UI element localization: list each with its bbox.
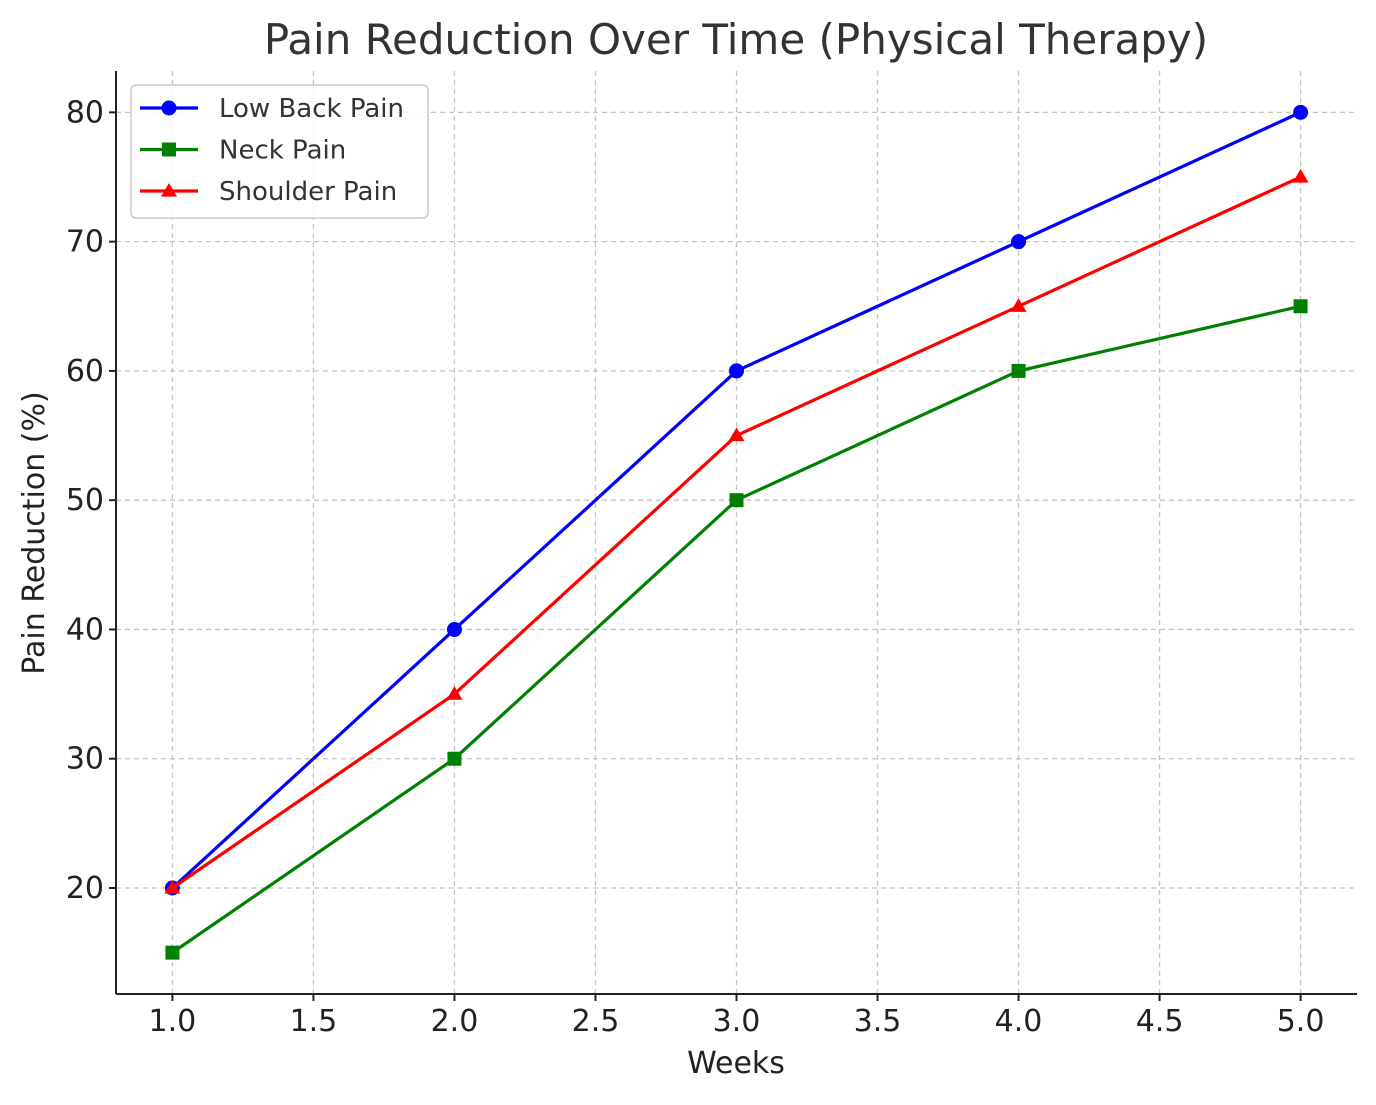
series-1 [165, 299, 1308, 960]
legend-item-2: Shoulder Pain [140, 177, 397, 207]
data-series [164, 104, 1309, 960]
data-point-0-3 [1011, 234, 1027, 250]
x-tick-label-8: 5.0 [1277, 1004, 1325, 1039]
data-point-1-3 [1011, 363, 1026, 378]
data-point-2-1 [446, 686, 463, 700]
y-tick-label-3: 50 [66, 483, 104, 518]
x-tick-label-6: 4.0 [995, 1004, 1043, 1039]
x-tick-label-5: 3.5 [854, 1004, 902, 1039]
data-point-2-2 [728, 427, 745, 442]
tick-labels: 1.0 1.5 2.0 2.5 3.0 3.5 4.0 4.5 5.0 20 30 40 50 60 70 8… [66, 95, 1325, 1039]
x-tick-label-3: 2.5 [572, 1004, 620, 1039]
x-tick-label-4: 3.0 [713, 1004, 761, 1039]
x-tick-label-1: 1.5 [290, 1004, 338, 1039]
x-tick-label-2: 2.0 [431, 1004, 479, 1039]
data-point-1-0 [165, 945, 180, 960]
data-point-2-4 [1292, 169, 1309, 183]
legend-label-0: Low Back Pain [219, 94, 404, 124]
legend-label-2: Shoulder Pain [219, 177, 397, 207]
data-point-0-4 [1293, 104, 1309, 120]
legend-marker-0 [161, 100, 177, 116]
chart-title: Pain Reduction Over Time (Physical Thera… [264, 15, 1208, 64]
y-tick-label-1: 30 [66, 742, 104, 777]
data-point-1-2 [729, 493, 744, 508]
legend-item-1: Neck Pain [140, 136, 346, 166]
legend: Low Back Pain Neck Pain Shoulder Pain [130, 84, 429, 219]
y-tick-label-6: 80 [66, 95, 104, 130]
legend-item-0: Low Back Pain [140, 94, 404, 124]
y-tick-label-5: 70 [66, 225, 104, 260]
data-point-2-0 [164, 879, 181, 894]
data-point-2-3 [1010, 298, 1027, 312]
legend-label-1: Neck Pain [219, 136, 346, 166]
x-tick-label-7: 4.5 [1136, 1004, 1184, 1039]
y-axis-label: Pain Reduction (%) [17, 391, 52, 674]
legend-marker-1 [162, 142, 176, 157]
legend-marker-2 [161, 183, 177, 197]
data-point-1-1 [447, 751, 462, 766]
data-point-0-2 [729, 363, 744, 379]
grid-lines [116, 71, 1357, 994]
x-axis-label: Weeks [687, 1046, 785, 1081]
legend-box [130, 84, 429, 219]
y-tick-label-2: 40 [66, 612, 104, 647]
x-tick-label-0: 1.0 [149, 1004, 197, 1039]
series-2 [164, 169, 1309, 894]
y-tick-label-0: 20 [66, 871, 104, 906]
data-point-1-4 [1293, 299, 1308, 314]
data-point-0-1 [446, 621, 462, 637]
y-tick-label-4: 60 [66, 354, 104, 389]
